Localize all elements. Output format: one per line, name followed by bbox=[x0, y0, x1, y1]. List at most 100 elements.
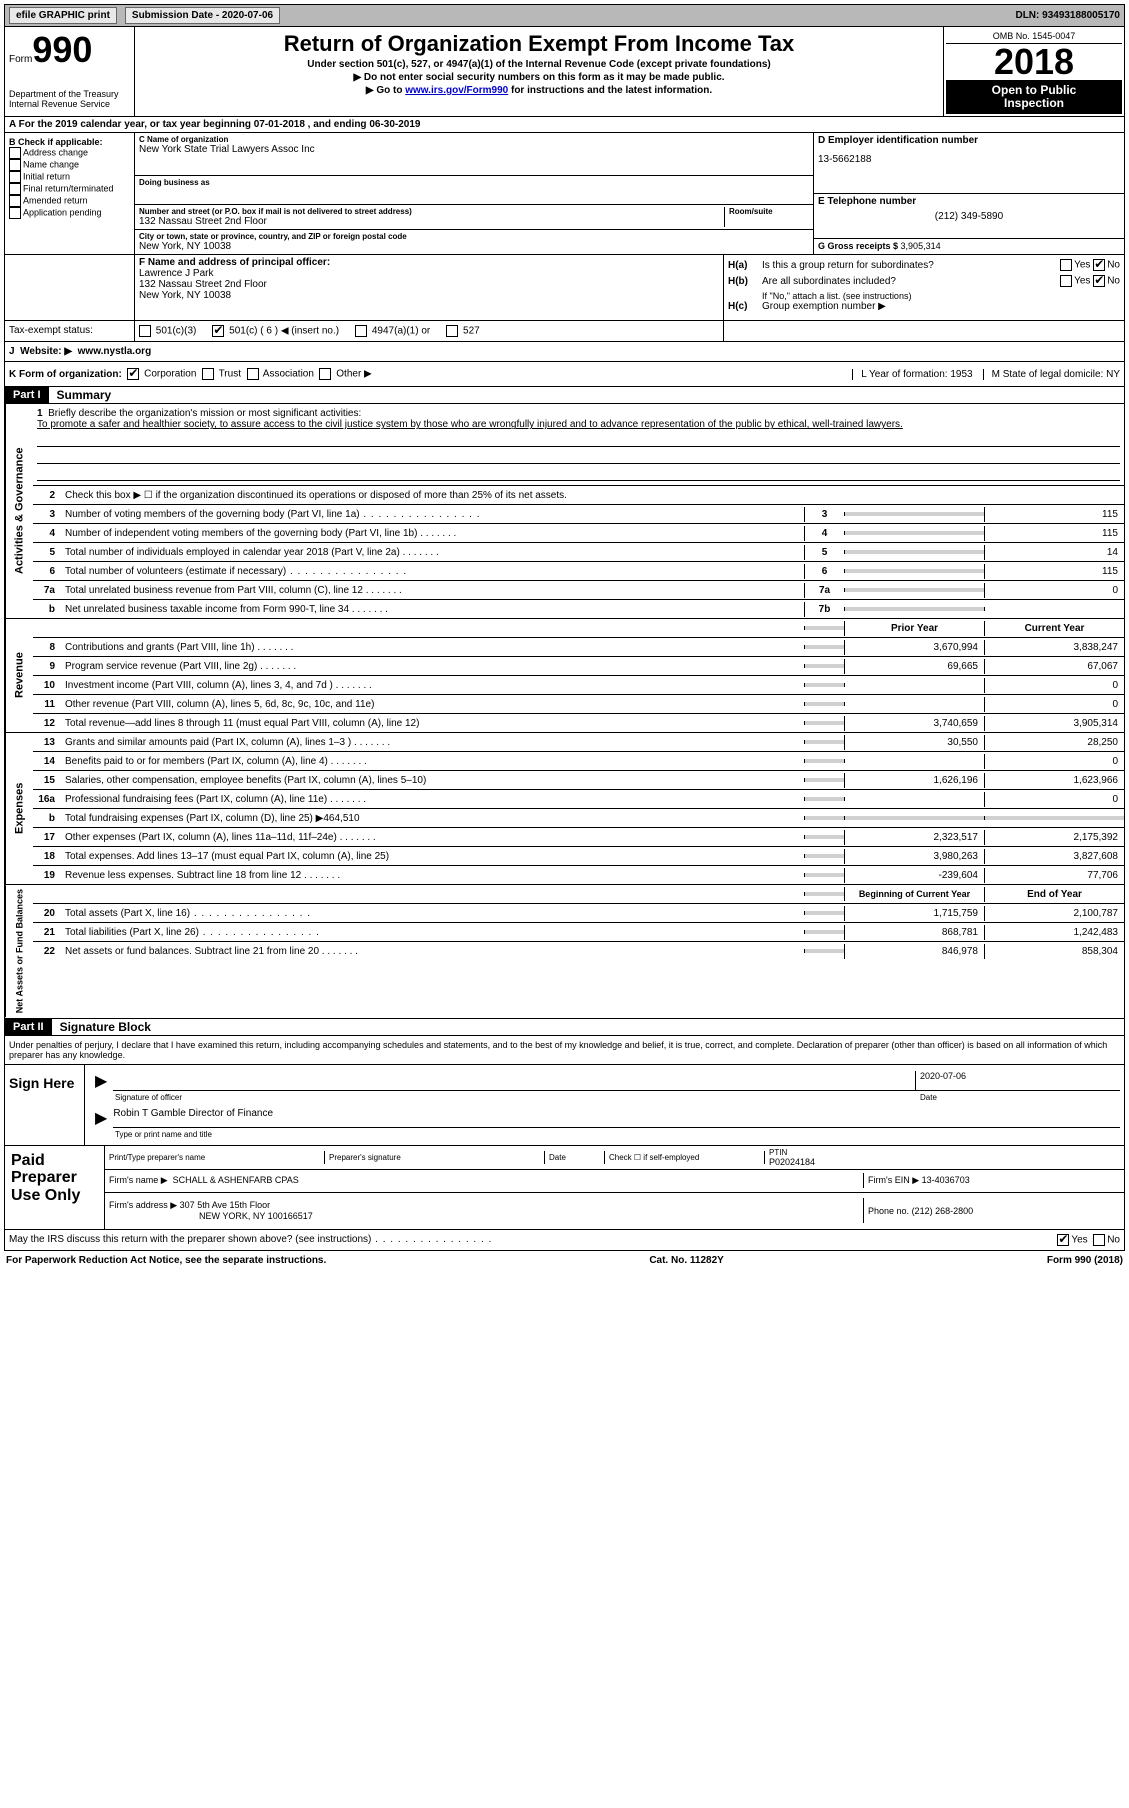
header-left: Form990 Department of the Treasury Inter… bbox=[5, 27, 135, 116]
pp-selfemp[interactable]: Check ☐ if self-employed bbox=[605, 1151, 765, 1164]
firm-ph-lbl: Phone no. bbox=[868, 1206, 909, 1216]
dept-label: Department of the Treasury bbox=[9, 89, 130, 99]
tax-opt2[interactable]: 501(c) ( 6 ) ◀ (insert no.) bbox=[212, 325, 339, 337]
officer-addr1: 132 Nassau Street 2nd Floor bbox=[139, 279, 719, 290]
tax-opt3[interactable]: 4947(a)(1) or bbox=[355, 325, 430, 337]
d-ein-box: D Employer identification number 13-5662… bbox=[814, 133, 1124, 194]
l-year: L Year of formation: 1953 bbox=[852, 369, 972, 380]
k-corp[interactable]: Corporation bbox=[127, 368, 196, 380]
line16b: bTotal fundraising expenses (Part IX, co… bbox=[33, 808, 1124, 827]
line2: 2Check this box ▶ ☐ if the organization … bbox=[33, 485, 1124, 504]
name-title-lbl: Type or print name and title bbox=[115, 1130, 212, 1139]
line3: 3Number of voting members of the governi… bbox=[33, 504, 1124, 523]
line5: 5Total number of individuals employed in… bbox=[33, 542, 1124, 561]
irs-link[interactable]: www.irs.gov/Form990 bbox=[405, 85, 508, 96]
inspect-line2: Inspection bbox=[950, 97, 1118, 110]
b-opt-1[interactable]: Name change bbox=[9, 159, 130, 171]
tel-value: (212) 349-5890 bbox=[818, 211, 1120, 222]
b-opt-4[interactable]: Amended return bbox=[9, 195, 130, 207]
line19: 19Revenue less expenses. Subtract line 1… bbox=[33, 865, 1124, 884]
b-opt-0[interactable]: Address change bbox=[9, 147, 130, 159]
expenses-table: Expenses 13Grants and similar amounts pa… bbox=[4, 733, 1125, 885]
tax-status-opts: 501(c)(3) 501(c) ( 6 ) ◀ (insert no.) 49… bbox=[135, 321, 724, 341]
ptin-lbl: PTIN bbox=[769, 1148, 1120, 1157]
line7a: 7aTotal unrelated business revenue from … bbox=[33, 580, 1124, 599]
signature-block: Under penalties of perjury, I declare th… bbox=[4, 1036, 1125, 1146]
form-header: Form990 Department of the Treasury Inter… bbox=[4, 27, 1125, 117]
mission-text: To promote a safer and healthier society… bbox=[37, 419, 1120, 430]
gross-value: 3,905,314 bbox=[901, 241, 941, 251]
k-trust[interactable]: Trust bbox=[202, 368, 241, 380]
h-block: H(a) Is this a group return for subordin… bbox=[724, 255, 1124, 320]
efile-button[interactable]: efile GRAPHIC print bbox=[9, 7, 117, 24]
tel-lbl: E Telephone number bbox=[818, 196, 1120, 207]
j-web-lbl: Website: ▶ bbox=[20, 346, 72, 357]
row-j: J Website: ▶ www.nystla.org bbox=[4, 342, 1125, 362]
line22: 22Net assets or fund balances. Subtract … bbox=[33, 941, 1124, 960]
c-addr-box: Number and street (or P.O. box if mail i… bbox=[135, 205, 813, 230]
line7b: bNet unrelated business taxable income f… bbox=[33, 599, 1124, 618]
firm-addr2: NEW YORK, NY 100166517 bbox=[199, 1211, 313, 1221]
side-revenue: Revenue bbox=[5, 619, 33, 732]
i-lbl: Tax-exempt status: bbox=[5, 321, 135, 341]
irs-label: Internal Revenue Service bbox=[9, 99, 130, 109]
firm-addr1: 307 5th Ave 15th Floor bbox=[180, 1200, 270, 1210]
side-netassets: Net Assets or Fund Balances bbox=[5, 885, 33, 1017]
org-city: New York, NY 10038 bbox=[139, 241, 809, 252]
b-opt-2[interactable]: Initial return bbox=[9, 171, 130, 183]
row-k: K Form of organization: Corporation Trus… bbox=[4, 362, 1125, 387]
tax-opt4[interactable]: 527 bbox=[446, 325, 479, 337]
discuss-yesno: Yes No bbox=[1057, 1234, 1120, 1246]
hb-question: Are all subordinates included? bbox=[762, 276, 1060, 287]
form-note1: ▶ Do not enter social security numbers o… bbox=[139, 72, 939, 83]
hc-question: Group exemption number ▶ bbox=[762, 301, 1120, 312]
c-room-lbl: Room/suite bbox=[729, 207, 809, 216]
tax-web-row: Tax-exempt status: 501(c)(3) 501(c) ( 6 … bbox=[4, 321, 1125, 342]
firm-ein: 13-4036703 bbox=[922, 1175, 970, 1185]
c-dba-box: Doing business as bbox=[135, 176, 813, 205]
submission-date: Submission Date - 2020-07-06 bbox=[125, 7, 280, 24]
sig-date-lbl: Date bbox=[920, 1093, 1120, 1102]
officer-name: Lawrence J Park bbox=[139, 268, 719, 279]
revenue-table: Revenue Prior YearCurrent Year 8Contribu… bbox=[4, 619, 1125, 733]
website-url[interactable]: www.nystla.org bbox=[78, 346, 152, 357]
note2-pre: ▶ Go to bbox=[366, 85, 405, 96]
line6: 6Total number of volunteers (estimate if… bbox=[33, 561, 1124, 580]
c-dba-lbl: Doing business as bbox=[139, 178, 809, 187]
note2-post: for instructions and the latest informat… bbox=[508, 85, 712, 96]
form-footer: Form 990 (2018) bbox=[1047, 1255, 1123, 1266]
section-bcd: B Check if applicable: Address change Na… bbox=[4, 133, 1125, 255]
part2-badge: Part II bbox=[5, 1019, 52, 1035]
paid-preparer-lbl: Paid Preparer Use Only bbox=[5, 1146, 105, 1229]
form-note2: ▶ Go to www.irs.gov/Form990 for instruct… bbox=[139, 85, 939, 96]
tax-opt1[interactable]: 501(c)(3) bbox=[139, 325, 196, 337]
d-gross-box: G Gross receipts $ 3,905,314 bbox=[814, 239, 1124, 253]
arrow-icon: ▶ bbox=[89, 1071, 113, 1091]
form-number: 990 bbox=[32, 29, 92, 70]
gross-lbl: G Gross receipts $ bbox=[818, 241, 901, 251]
ha-question: Is this a group return for subordinates? bbox=[762, 260, 1060, 271]
line20: 20Total assets (Part X, line 16)1,715,75… bbox=[33, 903, 1124, 922]
b-opt-3[interactable]: Final return/terminated bbox=[9, 183, 130, 195]
k-assoc[interactable]: Association bbox=[247, 368, 314, 380]
c-name-lbl: C Name of organization bbox=[139, 135, 809, 144]
netassets-table: Net Assets or Fund Balances Beginning of… bbox=[4, 885, 1125, 1018]
row-a: A For the 2019 calendar year, or tax yea… bbox=[4, 117, 1125, 133]
b-opt-5[interactable]: Application pending bbox=[9, 207, 130, 219]
header-right: OMB No. 1545-0047 2018 Open to Public In… bbox=[944, 27, 1124, 116]
pp-sig-lbl: Preparer's signature bbox=[329, 1153, 540, 1162]
part1-title: Summary bbox=[49, 388, 112, 402]
part2-title: Signature Block bbox=[52, 1020, 151, 1034]
f-box: F Name and address of principal officer:… bbox=[135, 255, 724, 320]
line16a: 16aProfessional fundraising fees (Part I… bbox=[33, 789, 1124, 808]
side-expenses: Expenses bbox=[5, 733, 33, 884]
k-lbl: K Form of organization: bbox=[9, 369, 122, 380]
sig-officer-lbl: Signature of officer bbox=[115, 1093, 920, 1102]
net-header: Beginning of Current YearEnd of Year bbox=[33, 885, 1124, 903]
k-other[interactable]: Other ▶ bbox=[319, 368, 371, 380]
line17: 17Other expenses (Part IX, column (A), l… bbox=[33, 827, 1124, 846]
c-addr-lbl: Number and street (or P.O. box if mail i… bbox=[139, 207, 720, 216]
tax-year: 2018 bbox=[946, 44, 1122, 80]
side-activities: Activities & Governance bbox=[5, 404, 33, 618]
line21: 21Total liabilities (Part X, line 26)868… bbox=[33, 922, 1124, 941]
